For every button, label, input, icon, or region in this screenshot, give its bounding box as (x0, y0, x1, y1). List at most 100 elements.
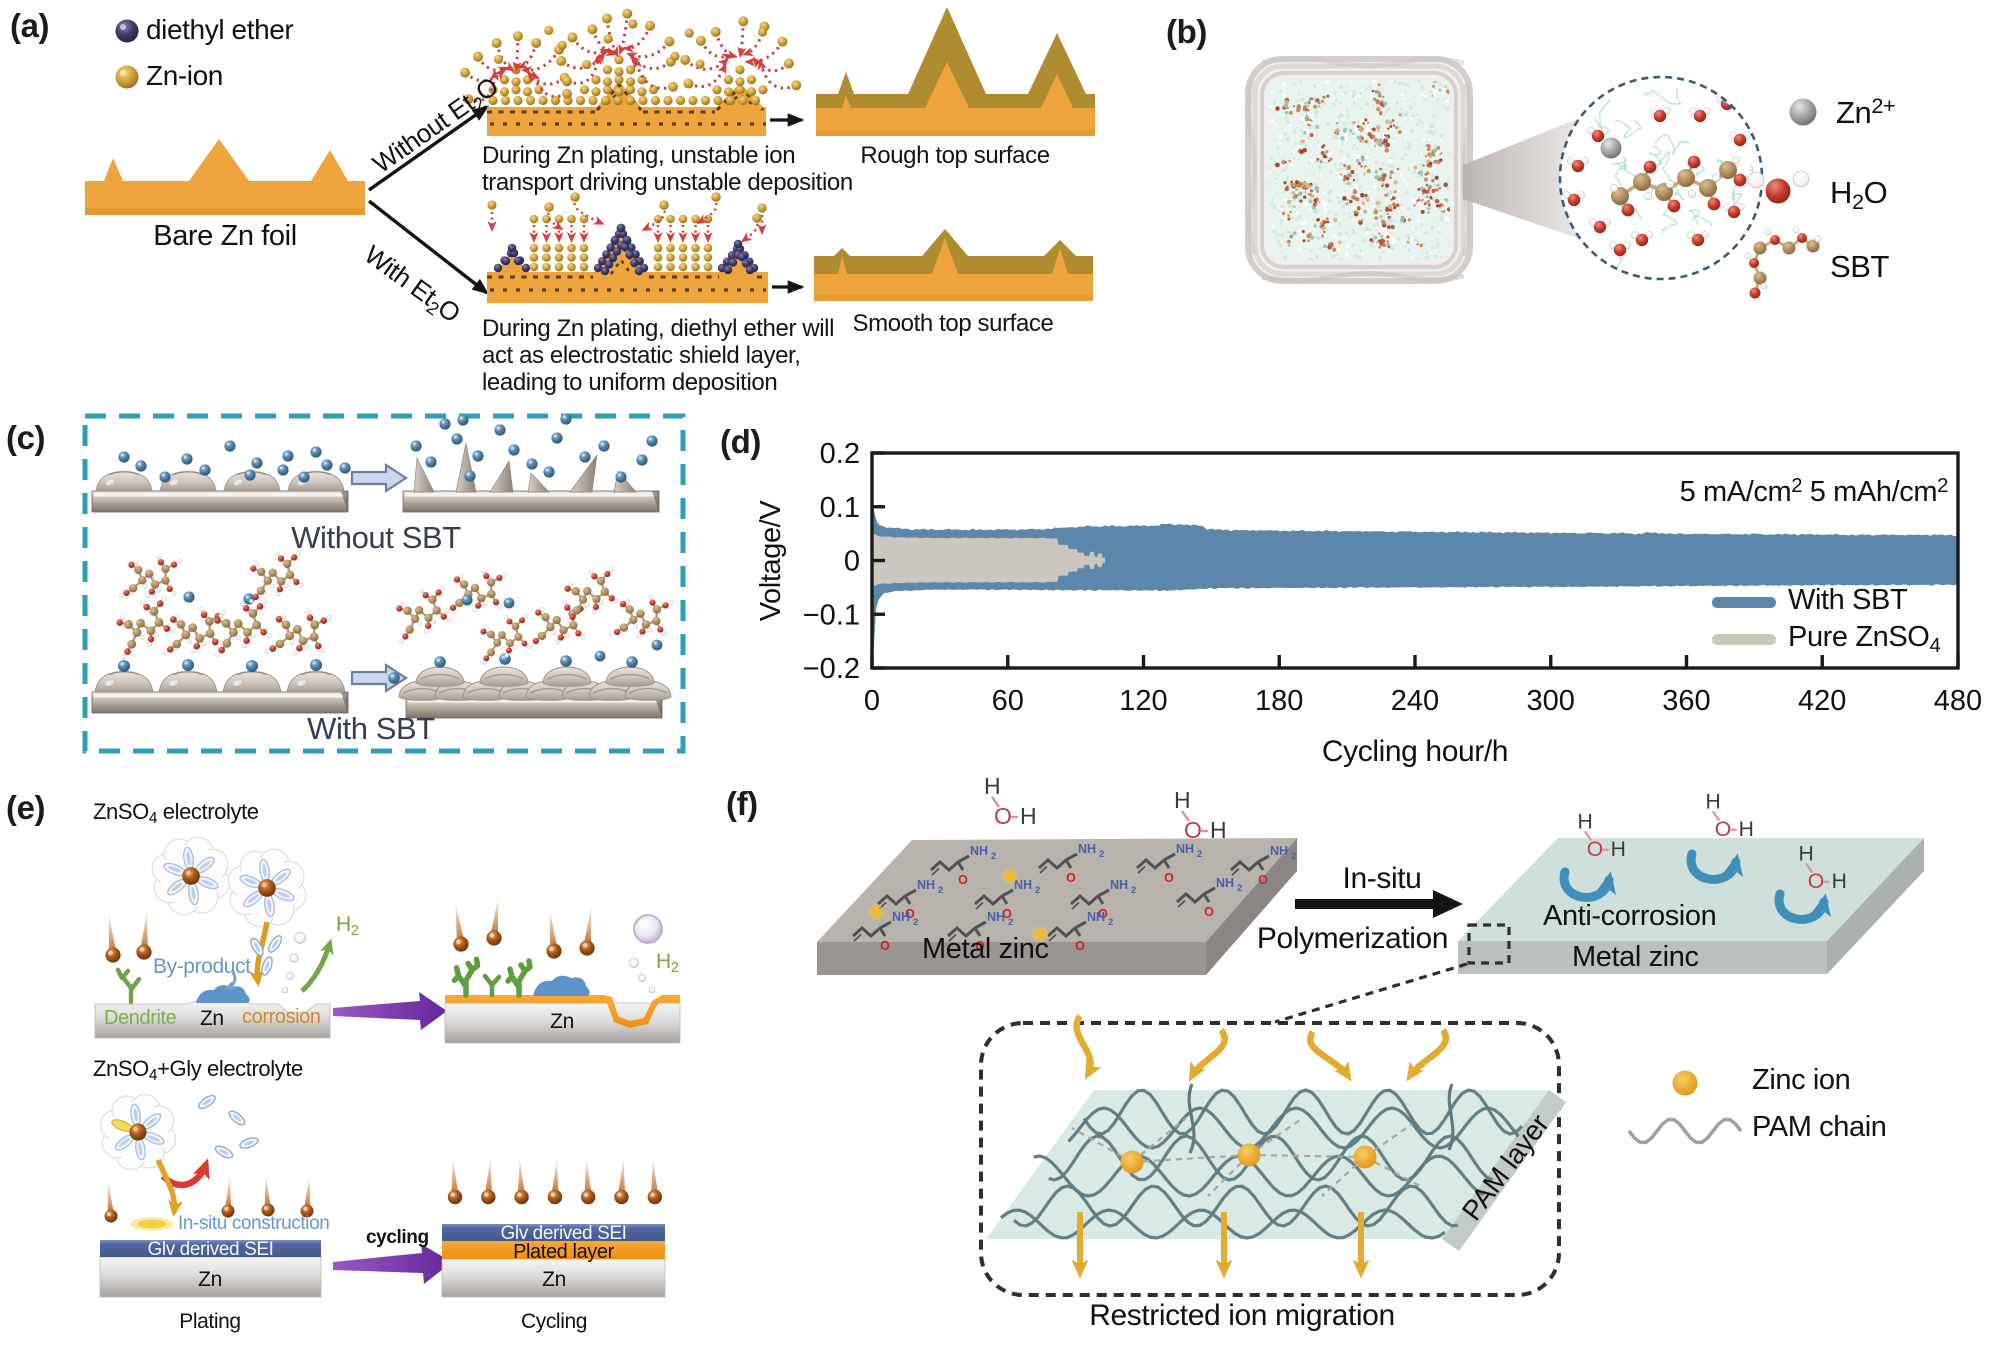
polymerization-arrow (1295, 890, 1463, 918)
o-label: O (1002, 907, 1012, 921)
x-axis-title: Cycling hour/h (1321, 735, 1509, 768)
plated-layer-label: Plated layer (513, 1241, 614, 1263)
nh2-sub: 2 (1099, 849, 1104, 860)
zinc-ion-label: Zinc ion (1752, 1064, 1851, 1096)
o-label: O (975, 939, 985, 953)
cycling-arrow-label: cycling (366, 1227, 429, 1248)
pam-zoom-box (979, 1021, 1561, 1297)
panel-c-graphics (82, 413, 686, 754)
zn-label-4: Zn (542, 1268, 566, 1291)
zn-label-2: Zn (550, 1010, 574, 1033)
x-tick-label: 300 (1527, 685, 1575, 717)
h2o-label: H2O (1830, 175, 1888, 215)
panel-b-graphics (1245, 56, 1822, 299)
cycling-label: Cycling (520, 1310, 588, 1333)
zn2-legend-icon (1789, 98, 1817, 126)
svg-text:H: H (984, 776, 1000, 799)
dendrite-label: Dendrite (104, 1007, 177, 1029)
nh2-sub: 2 (938, 885, 943, 896)
in-situ-label: In-situ (1342, 862, 1422, 895)
zn-ion-icon (115, 65, 139, 89)
legend-with-sbt: With SBT (1788, 584, 1908, 616)
nh2-sub: 2 (1035, 885, 1040, 896)
magnifier-cone (1463, 113, 1592, 243)
nh2-label: NH (892, 910, 910, 924)
svg-text:O: O (1808, 870, 1824, 893)
chart-annotation: 5 mA/cm2 5 mAh/cm2 (1679, 474, 1949, 508)
nh2-label: NH (1110, 878, 1128, 892)
by-product-label: By-product (153, 955, 251, 978)
x-tick-label: 420 (1798, 685, 1846, 717)
h2-label-1: H2 (336, 913, 359, 940)
o-label: O (1098, 907, 1108, 921)
nh2-sub: 2 (991, 851, 996, 862)
x-tick-label: 240 (1391, 685, 1439, 717)
panel-c-dashed-box (82, 413, 686, 754)
nh2-sub: 2 (1131, 885, 1136, 896)
svg-text:H: H (1210, 817, 1226, 843)
x-tick-label: 360 (1662, 685, 1710, 717)
o-label: O (905, 907, 915, 921)
polymerization-label: Polymerization (1256, 922, 1449, 955)
zn2-label: Zn2+ (1836, 93, 1896, 130)
svg-text:H: H (1578, 812, 1593, 834)
smooth-top-surface-label: Smooth top surface (852, 310, 1054, 337)
zinc-ion-legend-icon (1672, 1070, 1698, 1096)
panel-f-label: (f) (726, 785, 758, 822)
znso4-gly-heading: ZnSO4+Gly electrolyte (93, 1056, 303, 1085)
o-label: O (958, 873, 968, 887)
svg-text:O: O (1715, 818, 1731, 841)
plating-label: Plating (179, 1310, 241, 1333)
caption-uniform-line1: During Zn plating, diethyl ether will (482, 315, 835, 342)
panel-b-label: (b) (1166, 13, 1207, 50)
h2-label-2: H2 (656, 950, 679, 977)
restricted-ion-migration-label: Restricted ion migration (1089, 1299, 1395, 1332)
sbt-legend-icon (1744, 226, 1822, 299)
panel-a-graphics (85, 7, 1095, 303)
svg-text:O: O (1587, 838, 1603, 861)
o-label: O (1204, 905, 1214, 919)
diethyl-ether-icon (115, 19, 139, 43)
svg-text:O: O (994, 803, 1012, 829)
metal-zinc-label-2: Metal zinc (1572, 941, 1699, 973)
sei-bar-label-1: Glv derived SEI (147, 1239, 274, 1260)
y-axis-title: Voltage/V (755, 500, 788, 622)
y-tick-label: 0.1 (820, 492, 860, 524)
unstable-deposition-art (460, 8, 802, 136)
without-et2o-arrow (368, 105, 490, 192)
caption-unstable-line2: transport driving unstable deposition (482, 169, 853, 196)
x-tick-label: 120 (1119, 685, 1167, 717)
pam-chain-legend-icon (1627, 1117, 1743, 1145)
nh2-sub: 2 (913, 917, 918, 928)
caption-uniform-line2: act as electrostatic shield layer, (482, 342, 801, 369)
svg-text:H: H (1611, 838, 1626, 861)
sei-bar-label-2: Glv derived SEI (500, 1223, 627, 1244)
panel-d-label: (d) (720, 423, 761, 460)
nh2-label: NH (1270, 844, 1288, 858)
metal-zinc-slab (817, 838, 1297, 975)
svg-text:H: H (1174, 790, 1190, 813)
x-tick-label: 480 (1934, 685, 1982, 717)
nh2-sub: 2 (1108, 917, 1113, 928)
svg-text:H: H (1799, 844, 1814, 866)
nh2-label: NH (970, 844, 988, 858)
uniform-deposition-art (487, 192, 768, 303)
caption-uniform-line3: leading to uniform deposition (482, 369, 778, 396)
nh2-sub: 2 (1237, 883, 1242, 894)
zn-label-3: Zn (198, 1268, 222, 1291)
sbt-label: SBT (1830, 249, 1890, 284)
corrosion-label: corrosion (242, 1006, 321, 1028)
caption-unstable-line1: During Zn plating, unstable ion (482, 142, 796, 169)
bare-zn-foil (85, 139, 365, 215)
series-with-sbt (872, 507, 1958, 658)
nh2-label: NH (1014, 878, 1032, 892)
y-tick-label: −0.1 (803, 599, 860, 631)
zn-label-1: Zn (200, 1007, 224, 1030)
panel-e-label: (e) (6, 789, 46, 826)
simulation-box (1245, 56, 1473, 284)
